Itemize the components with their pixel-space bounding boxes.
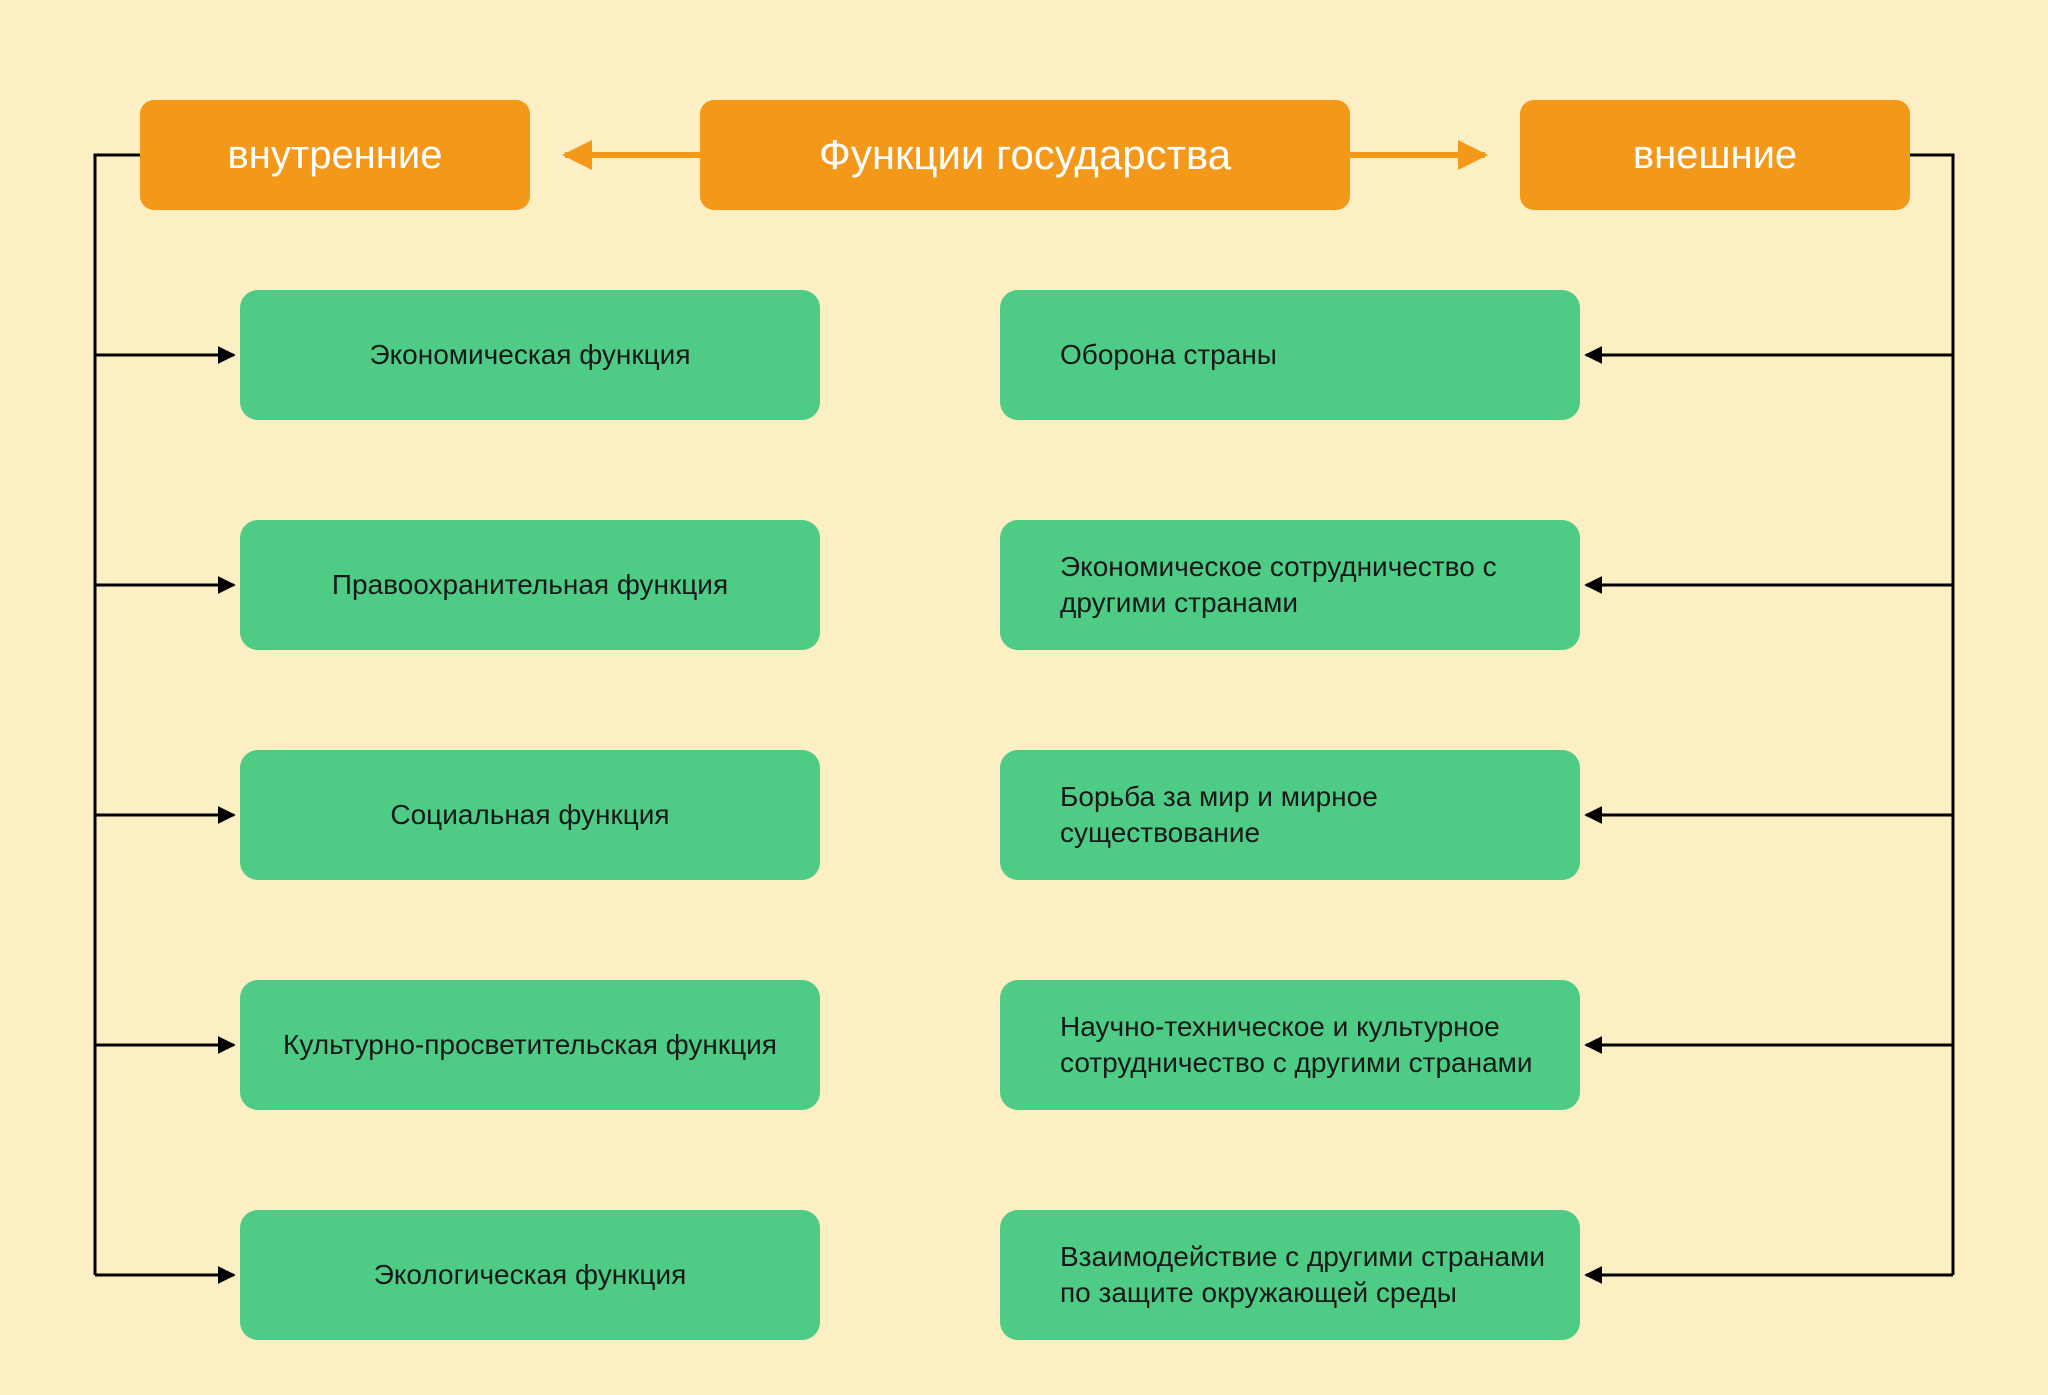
header-center-label: Функции государства — [819, 128, 1231, 183]
header-right: внешние — [1520, 100, 1910, 210]
header-left: внутренние — [140, 100, 530, 210]
right-item-4-label: Взаимодействие с другими странами по защ… — [1060, 1239, 1550, 1312]
left-item-0-label: Экономическая функция — [369, 337, 690, 373]
right-item-1: Экономическое сотрудничество с другими с… — [1000, 520, 1580, 650]
header-center: Функции государства — [700, 100, 1350, 210]
right-item-4: Взаимодействие с другими странами по защ… — [1000, 1210, 1580, 1340]
left-item-2: Социальная функция — [240, 750, 820, 880]
left-item-1-label: Правоохранительная функция — [332, 567, 728, 603]
right-item-3-label: Научно-техническое и культурное сотрудни… — [1060, 1009, 1550, 1082]
header-right-label: внешние — [1633, 129, 1797, 181]
right-item-0-label: Оборона страны — [1060, 337, 1277, 373]
left-item-0: Экономическая функция — [240, 290, 820, 420]
left-item-1: Правоохранительная функция — [240, 520, 820, 650]
right-item-1-label: Экономическое сотрудничество с другими с… — [1060, 549, 1550, 622]
diagram-canvas: внутренние Функции государства внешние Экон… — [0, 0, 2048, 1395]
left-item-3: Культурно-просветительская функция — [240, 980, 820, 1110]
right-item-2: Борьба за мир и мирное существование — [1000, 750, 1580, 880]
left-item-4-label: Экологическая функция — [374, 1257, 687, 1293]
right-item-0: Оборона страны — [1000, 290, 1580, 420]
right-item-2-label: Борьба за мир и мирное существование — [1060, 779, 1550, 852]
left-item-4: Экологическая функция — [240, 1210, 820, 1340]
header-left-label: внутренние — [228, 129, 443, 181]
left-item-2-label: Социальная функция — [390, 797, 669, 833]
left-item-3-label: Культурно-просветительская функция — [283, 1027, 777, 1063]
right-item-3: Научно-техническое и культурное сотрудни… — [1000, 980, 1580, 1110]
